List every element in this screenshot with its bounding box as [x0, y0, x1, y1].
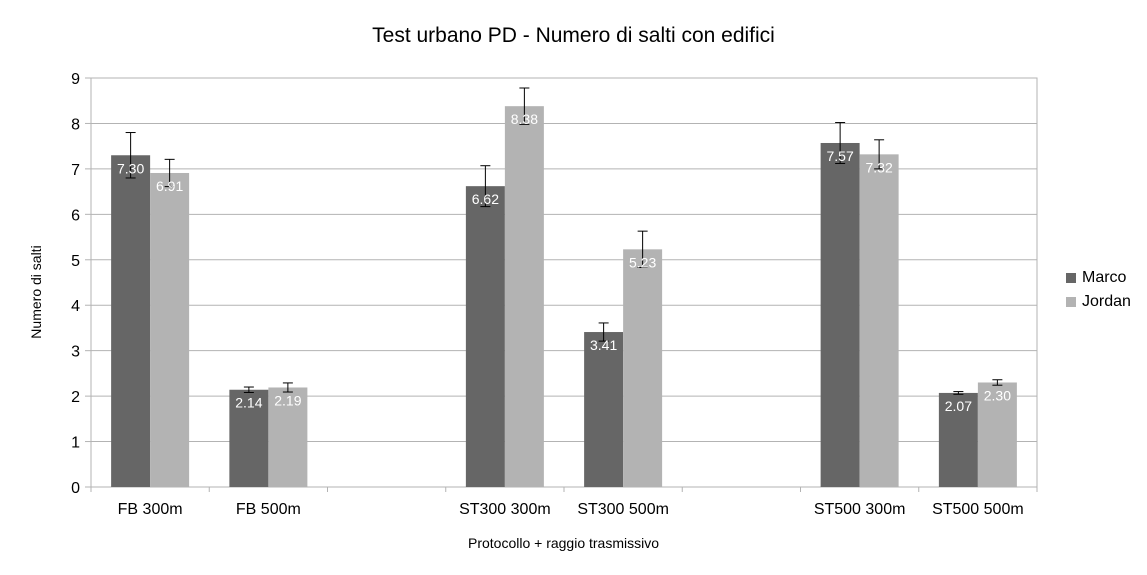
legend: Marco Jordan [1066, 266, 1131, 314]
bar-marco [938, 392, 978, 487]
legend-swatch-jordan [1066, 297, 1076, 307]
legend-label-marco: Marco [1082, 269, 1127, 286]
legend-label-jordan: Jordan [1082, 293, 1131, 310]
y-tick-label: 9 [71, 71, 80, 88]
bar-jordan [268, 387, 308, 487]
data-label: 2.19 [274, 392, 301, 408]
y-tick-label: 1 [71, 435, 80, 452]
bar-marco [229, 389, 269, 487]
bar-jordan [150, 172, 190, 487]
data-label: 7.30 [117, 160, 144, 176]
bar-jordan [504, 106, 544, 488]
bar-jordan [623, 249, 663, 487]
y-tick-label: 2 [71, 389, 80, 406]
x-tick-label: FB 300m [118, 501, 183, 518]
y-tick-label: 6 [71, 207, 80, 224]
bar-marco [584, 332, 624, 487]
y-tick-label: 7 [71, 162, 80, 179]
legend-item-jordan: Jordan [1066, 290, 1131, 314]
bar-jordan [977, 382, 1017, 487]
x-tick-label: ST300 300m [459, 501, 551, 518]
bar-marco [465, 186, 505, 487]
bar-jordan [859, 154, 899, 487]
x-tick-label: ST300 500m [577, 501, 669, 518]
data-label: 2.14 [235, 395, 262, 411]
x-axis-label: Protocollo + raggio trasmissivo [467, 535, 660, 551]
x-tick-label: FB 500m [236, 501, 301, 518]
y-tick-label: 5 [71, 253, 80, 270]
data-label: 6.62 [472, 191, 499, 207]
x-tick-label: ST500 300m [814, 501, 906, 518]
bar-marco [111, 155, 151, 487]
data-label: 2.07 [945, 398, 972, 414]
data-label: 3.41 [590, 337, 617, 353]
y-tick-label: 0 [71, 480, 80, 497]
data-label: 7.57 [827, 148, 854, 164]
data-label: 7.32 [866, 159, 893, 175]
x-tick-label: ST500 500m [932, 501, 1024, 518]
data-label: 5.23 [629, 254, 656, 270]
bar-marco [820, 142, 860, 488]
legend-item-marco: Marco [1066, 266, 1131, 290]
data-label: 2.30 [984, 387, 1011, 403]
data-label: 6.91 [156, 178, 183, 194]
y-tick-label: 3 [71, 344, 80, 361]
data-label: 8.38 [511, 111, 538, 127]
y-tick-label: 8 [71, 116, 80, 133]
chart-title: Test urbano PD - Numero di salti con edi… [372, 24, 775, 47]
legend-swatch-marco [1066, 273, 1076, 283]
y-tick-label: 4 [71, 298, 80, 315]
